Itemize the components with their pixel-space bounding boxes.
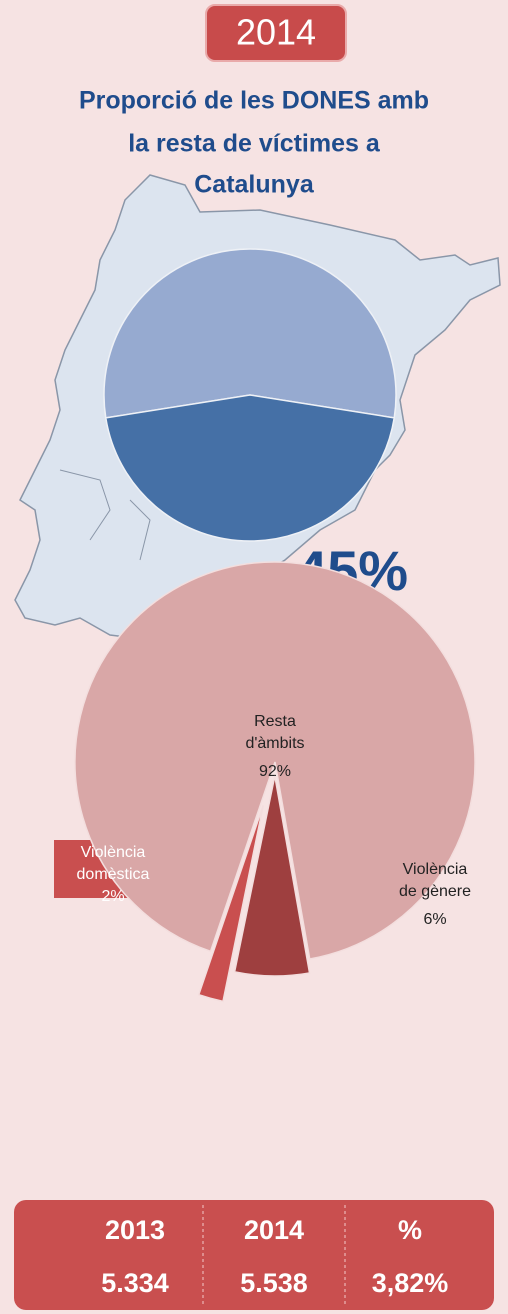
badge-box — [205, 4, 347, 62]
pie-slice — [233, 775, 311, 977]
table-cell: 5.334 — [101, 1268, 169, 1298]
pie-slice — [197, 805, 264, 1003]
slice-category: Resta d'àmbits — [245, 713, 304, 752]
badge-year: 2014 — [236, 12, 316, 53]
pie-slice — [103, 248, 397, 419]
table-header: % — [398, 1215, 422, 1245]
title-line: Proporció de les DONES amb — [79, 87, 429, 115]
pie-slice — [74, 561, 476, 960]
table-header: 2014 — [244, 1215, 304, 1245]
slice-value-label: 92% — [259, 763, 291, 780]
map-border — [59, 469, 151, 561]
pie-slice — [104, 394, 396, 542]
table-header: 2013 — [105, 1215, 165, 1245]
title-line: la resta de víctimes a — [128, 130, 381, 158]
slice-value-label: 6% — [423, 911, 446, 928]
title-line: Catalunya — [194, 171, 315, 199]
slice-category: Violència domèstica — [77, 844, 150, 883]
slice-value-label: 2% — [101, 888, 124, 905]
table-box — [14, 1200, 494, 1310]
table-cell: 5.538 — [240, 1268, 308, 1298]
slice-category: Violència de gènere — [399, 861, 471, 900]
table-cell: 3,82% — [372, 1268, 449, 1298]
